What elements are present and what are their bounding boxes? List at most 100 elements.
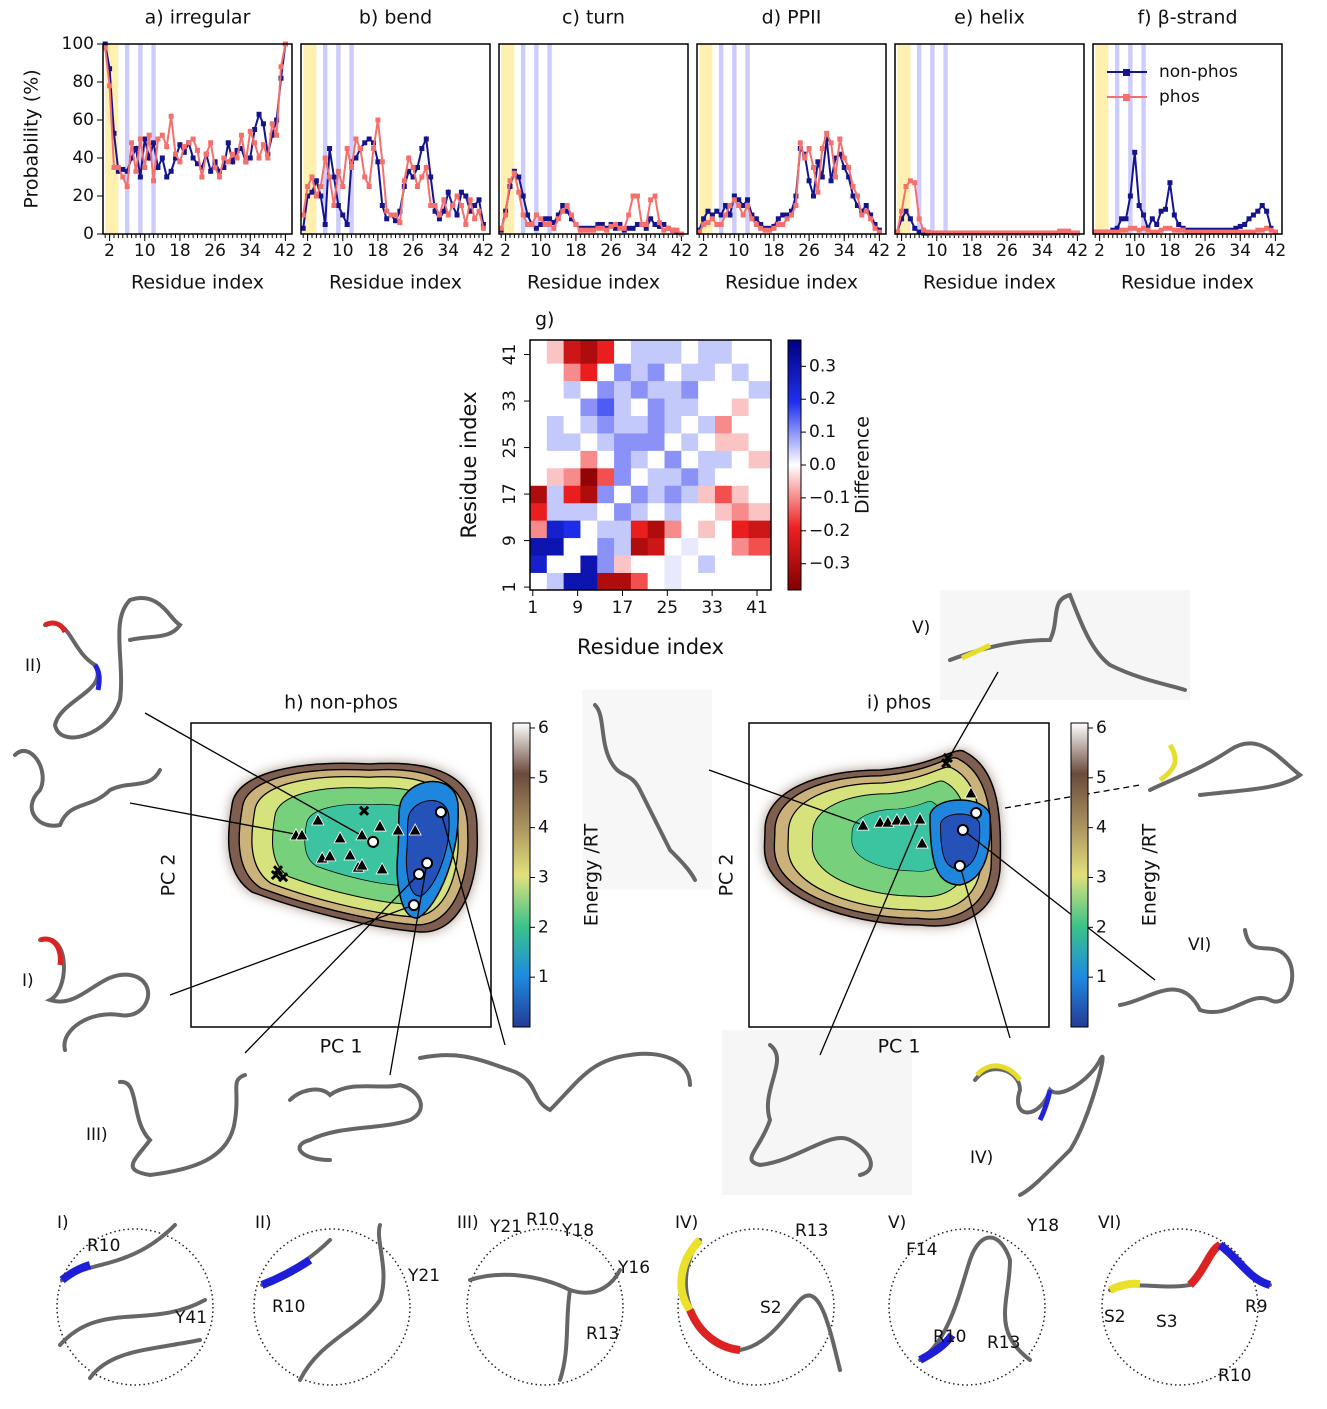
series-marker	[1246, 229, 1252, 235]
heatmap-cell	[563, 485, 581, 504]
heatmap-cell	[681, 398, 699, 416]
colorbar-tick-label: −0.1	[809, 488, 850, 508]
series-marker	[190, 155, 196, 161]
series-marker	[340, 184, 346, 189]
series-marker	[445, 189, 451, 195]
connectors	[129, 671, 1156, 1076]
heatmap-cell	[630, 537, 649, 556]
series-marker	[758, 225, 764, 231]
colorbar-label: Difference	[852, 416, 874, 514]
heatmap-cell	[681, 450, 699, 469]
series-marker	[318, 184, 324, 189]
molecule	[38, 936, 150, 1052]
heatmap-cell	[563, 340, 581, 364]
series-marker	[832, 155, 838, 161]
series-marker	[190, 136, 196, 142]
heatmap-cell	[580, 520, 598, 539]
series-marker	[912, 180, 918, 186]
heatmap-cell	[597, 485, 615, 504]
heatmap-cell	[546, 398, 565, 416]
series-marker	[661, 227, 667, 233]
heatmap-cell	[681, 572, 699, 591]
heatmap-cell	[546, 433, 565, 451]
closeups: I) R10 Y41 II) R10 Y21 III) Y21 R10 Y18 …	[56, 1210, 1272, 1386]
heatmap-cell	[530, 340, 548, 364]
highlight	[349, 44, 354, 234]
y-tick-label: 1	[500, 582, 520, 593]
molecule	[13, 749, 162, 828]
closeup-label: VI)	[1098, 1213, 1121, 1233]
series-marker	[458, 189, 464, 195]
series-marker	[1255, 227, 1261, 233]
heatmap-cell	[563, 398, 581, 416]
colorbar-tick-label: −0.3	[809, 554, 850, 574]
series-marker	[551, 225, 557, 231]
connector	[169, 904, 415, 996]
series-marker	[362, 174, 368, 180]
residue-label: F14	[906, 1240, 937, 1260]
series-marker	[1004, 230, 1010, 236]
series-marker	[436, 212, 442, 218]
colorbar-tick-label: 0.2	[809, 389, 836, 409]
series-marker	[921, 230, 927, 236]
series-marker	[1259, 227, 1265, 233]
heatmap-cell	[731, 485, 749, 504]
series-marker	[775, 222, 781, 227]
series-marker	[335, 168, 341, 174]
series-marker	[951, 230, 957, 236]
legend-marker	[1123, 69, 1130, 76]
heatmap-cell	[530, 380, 548, 399]
heatmap-cell	[597, 433, 615, 451]
heatmap-cell	[698, 450, 716, 469]
x-tick-label: 34	[1031, 241, 1053, 261]
series-marker	[995, 230, 1001, 236]
heatmap-cell	[748, 363, 772, 382]
series-marker	[278, 64, 284, 70]
heatmap-cell	[647, 340, 665, 364]
x-tick-label: 2	[698, 241, 709, 261]
heatmap-cell	[530, 398, 548, 416]
series-marker	[1189, 229, 1195, 235]
series-marker	[1211, 229, 1217, 235]
heatmap-cell	[681, 380, 699, 399]
series-marker	[1158, 208, 1164, 214]
colorbar-tick-label: 5	[1096, 768, 1107, 788]
series-marker	[731, 193, 737, 199]
series-marker	[410, 165, 416, 170]
heatmap-cell	[698, 537, 716, 556]
heatmap-cell	[714, 555, 733, 573]
heatmap-cell	[597, 398, 615, 416]
series-marker	[577, 227, 583, 233]
series-marker	[221, 155, 227, 161]
closeup-frame	[677, 1228, 835, 1386]
heatmap-cell	[580, 433, 598, 451]
heatmap-cell	[630, 398, 649, 416]
series-marker	[450, 203, 456, 208]
heatmap-cell	[664, 520, 682, 539]
series-marker	[225, 140, 231, 146]
series-marker	[353, 155, 359, 161]
marker-cross	[359, 805, 370, 816]
series-marker	[837, 151, 843, 157]
conformation-labels: I) II) III) IV) V) VI)	[22, 618, 1211, 1168]
residue-label: Y21	[489, 1217, 522, 1237]
heatmap-cell	[748, 398, 772, 416]
heatmap-cell	[698, 502, 716, 521]
highlight	[520, 44, 526, 234]
heatmap-cell	[681, 340, 699, 364]
series-marker	[1167, 180, 1173, 186]
residue-label: R10	[87, 1236, 120, 1256]
heatmap-cell	[546, 537, 565, 556]
series-marker	[806, 178, 812, 184]
series-marker	[260, 142, 266, 148]
x-tick-label: 18	[961, 241, 983, 261]
series-marker	[111, 130, 117, 136]
series-marker	[837, 136, 843, 142]
series-marker	[701, 216, 707, 222]
heatmap-cell	[647, 555, 665, 573]
heatmap-cell	[647, 380, 665, 399]
heatmap-cell	[530, 485, 548, 504]
highlight	[1141, 44, 1146, 234]
series-marker	[868, 212, 874, 218]
